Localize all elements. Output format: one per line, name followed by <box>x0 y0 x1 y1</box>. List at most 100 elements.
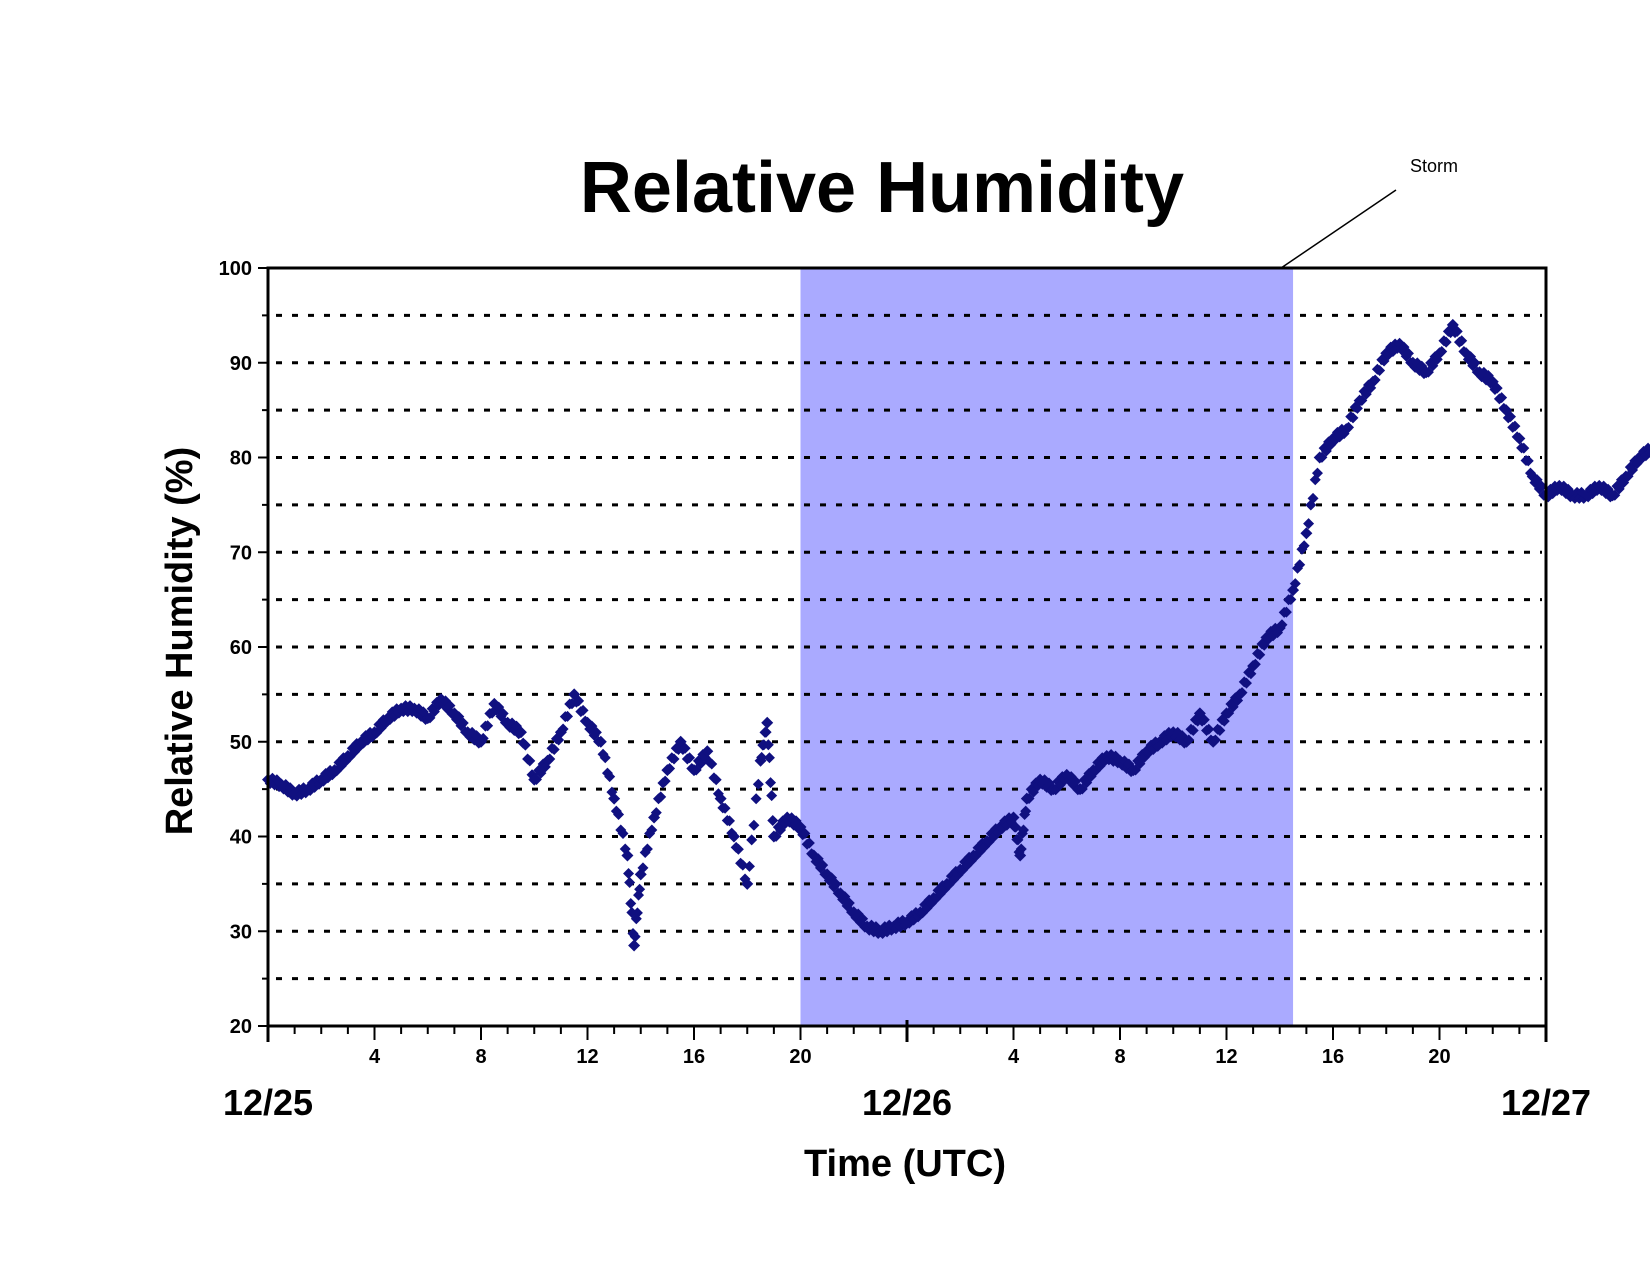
y-tick-label: 20 <box>230 1016 252 1038</box>
data-point-trail <box>830 878 842 890</box>
data-point <box>1513 432 1526 445</box>
data-point-trail <box>637 862 649 874</box>
y-tick-label: 30 <box>230 921 252 943</box>
data-points <box>262 318 1650 952</box>
y-tick-label: 100 <box>219 258 252 280</box>
data-point-trail <box>562 710 574 722</box>
data-point-trail <box>1198 714 1210 726</box>
x-tick-label: 8 <box>475 1046 486 1068</box>
data-point <box>714 792 727 805</box>
data-point-trail <box>497 707 509 719</box>
data-point <box>628 939 641 952</box>
data-point-trail <box>760 726 772 738</box>
data-point-trail <box>1347 412 1359 424</box>
data-point-trail <box>519 739 531 751</box>
data-point-trail <box>599 752 611 764</box>
data-point-trail <box>1183 734 1195 746</box>
data-point-trail <box>762 739 774 751</box>
x-date-label: 12/27 <box>1501 1082 1591 1123</box>
data-point-trail <box>477 732 489 744</box>
data-point-trail <box>750 793 762 805</box>
data-point-trail <box>524 755 536 767</box>
data-point-trail <box>1285 593 1297 605</box>
data-point-trail <box>843 897 855 909</box>
data-point-trail <box>629 931 641 943</box>
data-point-trail <box>1203 723 1215 735</box>
data-point-trail <box>724 815 735 827</box>
data-point-trail <box>719 802 731 814</box>
data-point <box>514 726 527 739</box>
x-tick-label: 12 <box>1215 1046 1237 1068</box>
data-point-trail <box>1436 346 1448 358</box>
data-point-trail <box>1469 357 1481 369</box>
y-tick-label: 60 <box>230 637 252 659</box>
data-point-trail <box>1298 540 1310 552</box>
x-tick-label: 12 <box>576 1046 598 1068</box>
x-tick-label: 4 <box>1008 1046 1020 1068</box>
data-point-trail <box>732 843 744 855</box>
y-axis-title: Relative Humidity (%) <box>159 447 201 836</box>
data-point-trail <box>743 860 755 872</box>
data-point-trail <box>577 704 589 716</box>
data-point-trail <box>625 897 637 909</box>
data-point-trail <box>756 751 768 763</box>
data-point-trail <box>1307 492 1319 504</box>
data-point-trail <box>1518 442 1530 454</box>
data-point-trail <box>706 758 718 770</box>
data-point-trail <box>1536 480 1548 492</box>
data-point-trail <box>1254 649 1266 661</box>
x-date-label: 12/26 <box>862 1082 952 1123</box>
x-axis-title: Time (UTC) <box>804 1143 1006 1185</box>
data-point-trail <box>1209 734 1221 746</box>
data-point-trail <box>752 778 764 790</box>
data-point-trail <box>624 876 636 888</box>
y-axis: 20 30 40 50 60 70 80 90 100 <box>219 258 268 1038</box>
data-point <box>594 735 607 748</box>
data-point-trail <box>1214 725 1226 737</box>
data-point-trail <box>1020 805 1032 817</box>
data-point-trail <box>573 695 585 707</box>
x-tick-label: 8 <box>1114 1046 1125 1068</box>
data-point-trail <box>613 809 625 821</box>
x-axis: 4 8 12 16 20 4 8 12 16 20 12/25 12/26 12/27 <box>223 1020 1591 1123</box>
data-point-trail <box>1311 467 1323 479</box>
storm-annotation-line <box>1280 189 1397 269</box>
data-point-trail <box>646 824 658 836</box>
data-point-trail <box>763 752 775 764</box>
data-point <box>701 745 714 758</box>
storm-annotation-label: Storm <box>1410 156 1458 176</box>
x-date-label: 12/25 <box>223 1082 313 1123</box>
data-point-trail <box>1496 392 1508 404</box>
data-point-trail <box>765 777 777 789</box>
data-point-trail <box>799 828 811 839</box>
data-point-trail <box>1017 824 1029 836</box>
data-point-trail <box>668 753 680 765</box>
data-point-trail <box>631 907 643 919</box>
data-point-trail <box>748 819 760 831</box>
data-point-trail <box>1294 559 1306 571</box>
data-point-trail <box>1249 658 1261 670</box>
data-point-trail <box>1240 677 1252 689</box>
data-point-trail <box>817 859 829 871</box>
data-point-trail <box>1491 382 1503 394</box>
data-point <box>1300 527 1313 540</box>
data-point-trail <box>1303 518 1315 530</box>
data-point-trail <box>482 720 494 732</box>
data-point-trail <box>1015 843 1027 855</box>
y-tick-label: 50 <box>230 732 252 754</box>
data-point <box>621 849 634 862</box>
data-point-trail <box>1236 687 1248 699</box>
x-tick-label: 4 <box>369 1046 381 1068</box>
data-point <box>727 830 740 843</box>
data-point-trail <box>1187 725 1199 737</box>
data-point-trail <box>1522 455 1534 467</box>
x-tick-label: 16 <box>683 1046 705 1068</box>
data-point-trail <box>1456 335 1468 347</box>
gridlines <box>276 313 1542 981</box>
data-point-trail <box>1280 606 1292 618</box>
data-point <box>608 792 621 805</box>
y-tick-label: 70 <box>230 542 252 564</box>
data-point-trail <box>557 723 569 735</box>
data-point <box>1646 444 1650 452</box>
